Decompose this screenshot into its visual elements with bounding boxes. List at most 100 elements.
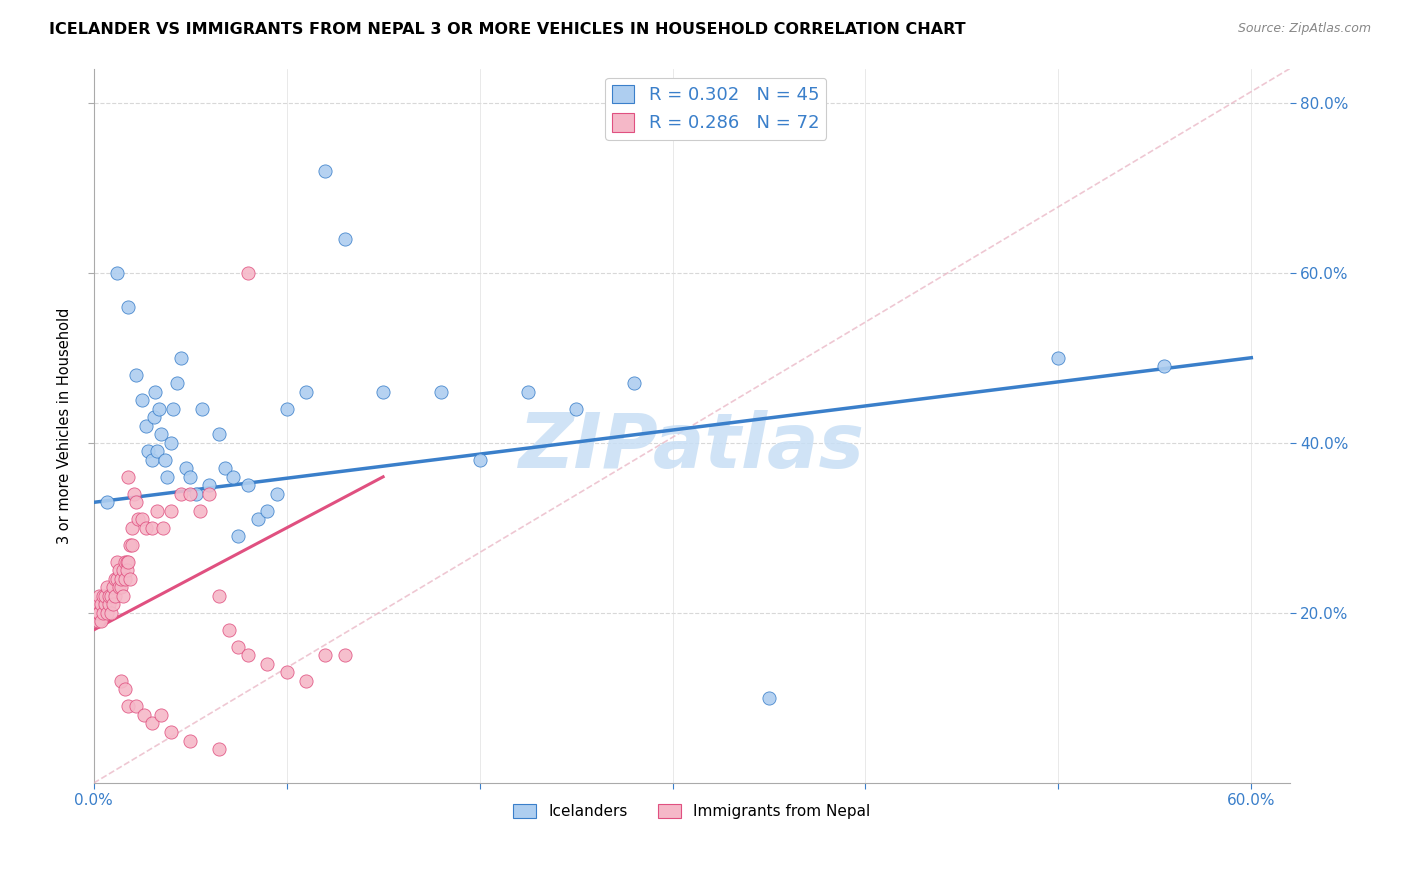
Point <box>179 487 201 501</box>
Point <box>125 368 148 382</box>
Point <box>162 401 184 416</box>
Point <box>135 418 157 433</box>
Point <box>117 555 139 569</box>
Point <box>208 742 231 756</box>
Point <box>89 589 111 603</box>
Point <box>86 606 108 620</box>
Point <box>152 521 174 535</box>
Point <box>295 673 318 688</box>
Point <box>93 589 115 603</box>
Point <box>107 563 129 577</box>
Point <box>90 598 112 612</box>
Point <box>84 598 107 612</box>
Point <box>188 504 211 518</box>
Point <box>430 384 453 399</box>
Point <box>136 444 159 458</box>
Point <box>93 606 115 620</box>
Point <box>101 581 124 595</box>
Point <box>100 589 122 603</box>
Point <box>266 487 288 501</box>
Point <box>276 665 298 680</box>
Point <box>256 504 278 518</box>
Point <box>115 555 138 569</box>
Text: Source: ZipAtlas.com: Source: ZipAtlas.com <box>1237 22 1371 36</box>
Point <box>105 266 128 280</box>
Point <box>190 401 212 416</box>
Point <box>114 572 136 586</box>
Point <box>117 699 139 714</box>
Point <box>150 427 173 442</box>
Point <box>236 266 259 280</box>
Point <box>114 555 136 569</box>
Point <box>333 232 356 246</box>
Point <box>135 521 157 535</box>
Point <box>516 384 538 399</box>
Point <box>98 598 121 612</box>
Point <box>96 495 118 509</box>
Point <box>198 478 221 492</box>
Point <box>1047 351 1070 365</box>
Point <box>94 598 117 612</box>
Point <box>115 563 138 577</box>
Point <box>107 581 129 595</box>
Point <box>98 589 121 603</box>
Point <box>169 487 191 501</box>
Point <box>117 300 139 314</box>
Point <box>179 733 201 747</box>
Point <box>132 708 155 723</box>
Point <box>166 376 188 391</box>
Text: ICELANDER VS IMMIGRANTS FROM NEPAL 3 OR MORE VEHICLES IN HOUSEHOLD CORRELATION C: ICELANDER VS IMMIGRANTS FROM NEPAL 3 OR … <box>49 22 966 37</box>
Point <box>111 589 134 603</box>
Point <box>148 401 170 416</box>
Point <box>228 529 250 543</box>
Point <box>121 521 143 535</box>
Point <box>120 572 142 586</box>
Point <box>176 461 198 475</box>
Point <box>105 572 128 586</box>
Point <box>86 615 108 629</box>
Point <box>160 725 183 739</box>
Point <box>121 538 143 552</box>
Point <box>120 538 142 552</box>
Point <box>160 435 183 450</box>
Point <box>104 589 127 603</box>
Point <box>314 163 336 178</box>
Point <box>208 427 231 442</box>
Point <box>214 461 236 475</box>
Point <box>100 606 122 620</box>
Point <box>228 640 250 654</box>
Point <box>101 598 124 612</box>
Point <box>1153 359 1175 374</box>
Point <box>146 444 169 458</box>
Point <box>623 376 645 391</box>
Point <box>117 470 139 484</box>
Point <box>111 563 134 577</box>
Point <box>122 487 145 501</box>
Point <box>104 572 127 586</box>
Point <box>208 589 231 603</box>
Point <box>114 682 136 697</box>
Point <box>145 384 167 399</box>
Point <box>314 648 336 663</box>
Point <box>276 401 298 416</box>
Point <box>179 470 201 484</box>
Point <box>141 521 163 535</box>
Point <box>565 401 588 416</box>
Point <box>150 708 173 723</box>
Point <box>198 487 221 501</box>
Point <box>333 648 356 663</box>
Point <box>371 384 394 399</box>
Point <box>758 690 780 705</box>
Point <box>105 555 128 569</box>
Point <box>127 512 149 526</box>
Point <box>131 512 153 526</box>
Point <box>96 606 118 620</box>
Point <box>295 384 318 399</box>
Legend: Icelanders, Immigrants from Nepal: Icelanders, Immigrants from Nepal <box>508 798 877 825</box>
Point <box>218 623 240 637</box>
Point <box>246 512 269 526</box>
Point <box>236 648 259 663</box>
Point <box>141 452 163 467</box>
Point <box>90 615 112 629</box>
Point <box>125 699 148 714</box>
